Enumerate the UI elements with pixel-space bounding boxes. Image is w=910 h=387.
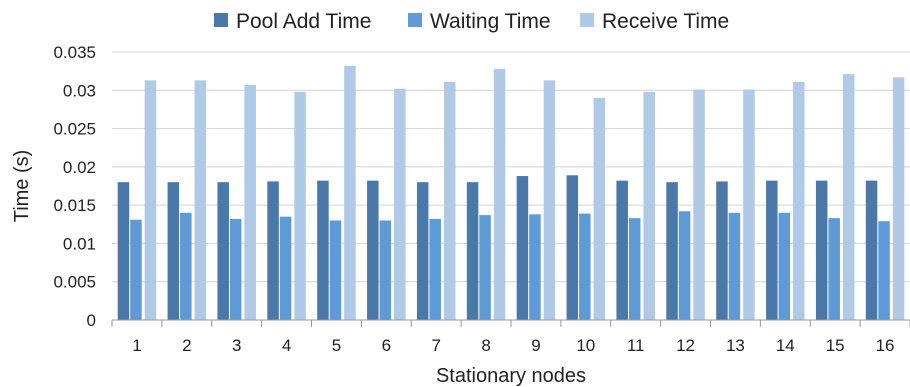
legend-swatch <box>408 13 422 27</box>
x-tick-label: 5 <box>332 336 341 355</box>
bar <box>643 91 655 321</box>
bar <box>865 180 878 320</box>
bar <box>666 182 678 320</box>
bar <box>616 180 628 320</box>
legend-swatch <box>580 13 594 27</box>
bar <box>443 81 456 320</box>
bar <box>429 218 441 320</box>
y-tick-label: 0.025 <box>53 120 96 139</box>
y-tick-label: 0.035 <box>53 43 96 62</box>
legend-label: Pool Add Time <box>236 10 371 33</box>
x-tick-label: 3 <box>232 336 241 355</box>
bar <box>892 77 905 320</box>
bar <box>466 182 479 320</box>
bar <box>766 180 778 320</box>
x-tick-label: 11 <box>627 336 645 355</box>
bar <box>117 182 130 320</box>
legend: Pool Add Time Waiting Time Receive Time <box>214 10 729 33</box>
bar <box>194 80 207 321</box>
y-tick-label: 0.015 <box>53 196 96 215</box>
bar <box>367 180 379 320</box>
bar <box>344 65 356 320</box>
x-tick-label: 14 <box>776 336 795 355</box>
y-tick-label: 0.02 <box>63 158 96 177</box>
bar <box>793 81 805 320</box>
bar <box>130 219 142 320</box>
legend-swatch <box>214 13 228 27</box>
bar <box>593 97 606 320</box>
y-axis-title: Time (s) <box>11 150 33 223</box>
bars <box>117 65 905 321</box>
bar <box>828 218 840 320</box>
y-tick-label: 0 <box>87 311 96 330</box>
bar <box>379 220 392 320</box>
x-tick-label: 4 <box>282 336 291 355</box>
x-tick-label: 2 <box>182 336 191 355</box>
bar <box>244 84 256 320</box>
bar <box>180 212 192 320</box>
bar <box>815 180 828 320</box>
bar <box>294 91 306 321</box>
bar <box>778 212 791 320</box>
x-axis: 1 2 3 4 5 6 7 8 9 10 11 12 13 14 15 16 <box>111 319 910 355</box>
bar <box>329 220 342 320</box>
x-tick-label: 7 <box>431 336 440 355</box>
bar <box>678 211 691 320</box>
x-tick-label: 1 <box>132 336 141 355</box>
x-tick-label: 9 <box>531 336 540 355</box>
bar <box>229 218 242 320</box>
x-axis-title: Stationary nodes <box>436 365 586 387</box>
x-tick-label: 16 <box>876 336 895 355</box>
bar <box>394 88 406 320</box>
x-tick-label: 10 <box>576 336 595 355</box>
bar <box>628 218 641 320</box>
bar <box>317 180 329 320</box>
bar <box>728 212 741 320</box>
bar <box>279 216 292 320</box>
bar <box>579 213 591 320</box>
x-tick-label: 12 <box>676 336 695 355</box>
legend-label: Receive Time <box>602 10 729 33</box>
bar <box>566 175 579 320</box>
bar <box>167 182 180 320</box>
bar <box>267 181 279 320</box>
y-tick-label: 0.01 <box>63 234 96 253</box>
x-tick-label: 15 <box>826 336 845 355</box>
bar <box>743 89 755 321</box>
y-axis: 0 0.005 0.01 0.015 0.02 0.025 0.03 0.035 <box>53 43 96 330</box>
bar <box>144 80 157 321</box>
bar <box>479 215 491 320</box>
bar <box>693 89 705 321</box>
y-tick-label: 0.03 <box>63 81 96 100</box>
bar <box>493 68 506 321</box>
legend-label: Waiting Time <box>430 10 551 33</box>
bar <box>416 182 429 320</box>
y-tick-label: 0.005 <box>53 273 96 292</box>
x-tick-label: 8 <box>481 336 490 355</box>
bar <box>878 221 890 320</box>
bar <box>842 74 855 320</box>
x-tick-label: 6 <box>382 336 391 355</box>
bar <box>716 181 728 320</box>
bar <box>543 80 556 321</box>
x-tick-label: 13 <box>726 336 745 355</box>
bar <box>217 182 229 320</box>
bar <box>516 176 529 320</box>
bar <box>529 214 541 320</box>
